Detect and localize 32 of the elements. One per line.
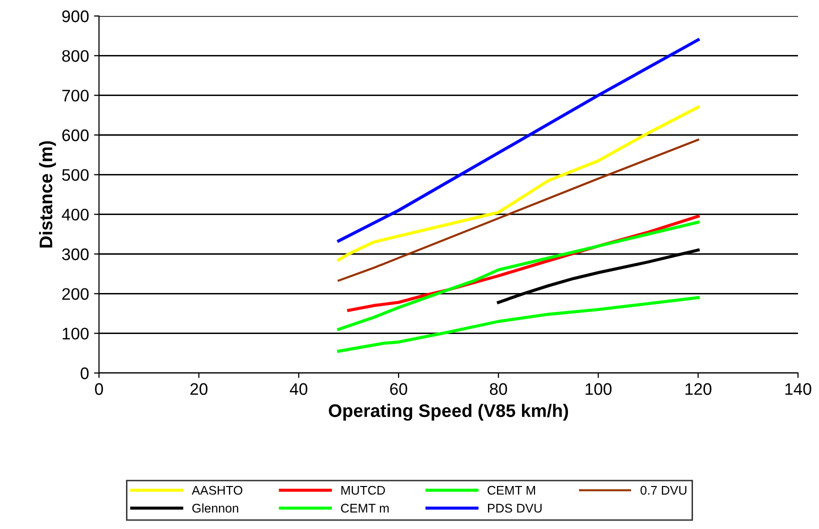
legend-label: PDS DVU: [488, 504, 542, 513]
line-series: [337, 38, 700, 242]
y-tick-label: 800: [62, 50, 89, 62]
x-tick-label: 80: [490, 383, 508, 395]
legend-label: Glennon: [192, 503, 238, 513]
legend-label: CEMT m: [341, 504, 389, 513]
x-tick-label: 40: [290, 383, 308, 395]
legend-label: AASHTO: [192, 486, 242, 495]
legend-label: CEMT M: [488, 486, 536, 495]
line-series: [338, 138, 700, 282]
line-series: [337, 220, 700, 331]
y-axis-title: Distance (m): [39, 141, 56, 248]
x-tick-label: 0: [95, 383, 103, 395]
y-tick-label: 700: [62, 90, 89, 102]
x-tick-label: 60: [390, 383, 408, 395]
legend-label: MUTCD: [341, 486, 385, 495]
line-series: [337, 296, 700, 353]
y-tick-label: 400: [62, 208, 89, 221]
x-axis-title: Operating Speed (V85 km/h): [328, 404, 568, 421]
y-tick-label: 600: [62, 129, 89, 142]
y-tick-label: 200: [62, 288, 89, 300]
x-tick-label: 20: [190, 383, 208, 395]
line-series: [337, 106, 700, 262]
y-tick-label: 900: [62, 10, 89, 22]
y-tick-label: 100: [62, 328, 89, 340]
x-tick-label: 100: [586, 383, 612, 395]
x-tick-label: 120: [686, 383, 712, 395]
legend-label: 0.7 DVU: [640, 486, 686, 495]
x-tick-label: 140: [785, 383, 812, 395]
y-tick-label: 0: [80, 367, 89, 380]
y-tick-label: 300: [62, 248, 89, 260]
y-tick-label: 500: [62, 169, 89, 181]
